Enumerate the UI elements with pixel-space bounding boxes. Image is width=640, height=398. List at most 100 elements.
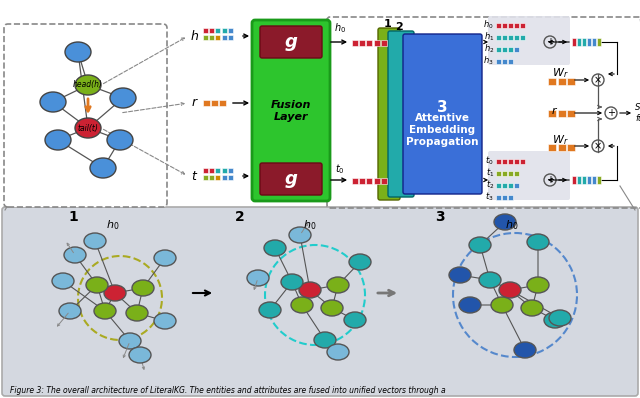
Bar	[514, 159, 519, 164]
Bar	[366, 40, 372, 46]
Bar	[502, 35, 507, 40]
Text: Figure 3: The overall architecture of LiteralKG. The entities and attributes are: Figure 3: The overall architecture of Li…	[10, 386, 445, 395]
Bar	[548, 144, 556, 151]
Text: $h_0$: $h_0$	[334, 21, 346, 35]
Bar	[502, 171, 507, 176]
Ellipse shape	[40, 92, 66, 112]
Bar	[203, 168, 208, 173]
Bar	[216, 28, 220, 33]
Bar	[216, 168, 220, 173]
Ellipse shape	[327, 277, 349, 293]
Ellipse shape	[94, 303, 116, 319]
Ellipse shape	[549, 310, 571, 326]
Bar	[572, 176, 576, 184]
Ellipse shape	[86, 277, 108, 293]
Bar	[548, 110, 556, 117]
Bar	[582, 38, 586, 46]
Ellipse shape	[75, 75, 101, 95]
Bar	[216, 175, 220, 180]
Bar	[572, 38, 576, 46]
Bar	[381, 178, 387, 184]
Text: $h_0$: $h_0$	[483, 19, 494, 31]
FancyBboxPatch shape	[260, 26, 322, 58]
Bar	[514, 23, 519, 28]
Ellipse shape	[107, 130, 133, 150]
Bar	[502, 47, 507, 52]
FancyBboxPatch shape	[378, 28, 400, 200]
Text: $h_2$: $h_2$	[484, 43, 494, 55]
Text: Fusion
Layer: Fusion Layer	[271, 100, 311, 122]
Bar	[557, 110, 566, 117]
Ellipse shape	[289, 227, 311, 243]
Ellipse shape	[259, 302, 281, 318]
Ellipse shape	[349, 254, 371, 270]
Bar	[221, 35, 227, 40]
Ellipse shape	[514, 342, 536, 358]
Text: $t_3$: $t_3$	[485, 191, 494, 203]
Bar	[352, 40, 358, 46]
Bar	[514, 47, 519, 52]
Text: 1: 1	[68, 210, 77, 224]
Bar	[508, 171, 513, 176]
Ellipse shape	[469, 237, 491, 253]
Ellipse shape	[264, 240, 286, 256]
Bar	[352, 178, 358, 184]
Bar	[587, 176, 591, 184]
Bar	[508, 183, 513, 188]
Ellipse shape	[90, 158, 116, 178]
Bar	[228, 28, 233, 33]
Bar	[496, 171, 501, 176]
Bar	[502, 183, 507, 188]
Bar	[221, 168, 227, 173]
Bar	[496, 183, 501, 188]
Bar	[220, 100, 227, 106]
Bar	[496, 59, 501, 64]
Ellipse shape	[491, 297, 513, 313]
Bar	[209, 168, 214, 173]
Bar	[209, 35, 214, 40]
Bar	[592, 38, 596, 46]
Bar	[557, 78, 566, 85]
Text: $t_0$: $t_0$	[335, 162, 345, 176]
Text: $h_0$: $h_0$	[506, 218, 518, 232]
Bar	[520, 23, 525, 28]
Bar	[557, 144, 566, 151]
Bar	[508, 35, 513, 40]
Ellipse shape	[132, 280, 154, 296]
Bar	[203, 100, 210, 106]
Bar	[514, 35, 519, 40]
Bar	[203, 35, 208, 40]
Text: +: +	[546, 37, 554, 47]
Ellipse shape	[527, 277, 549, 293]
Bar	[228, 35, 233, 40]
Text: $r$: $r$	[552, 105, 559, 115]
Text: $W_r$: $W_r$	[552, 66, 568, 80]
Text: 2: 2	[395, 22, 403, 32]
Bar	[366, 178, 372, 184]
Text: $t_0$: $t_0$	[485, 155, 494, 167]
Ellipse shape	[299, 282, 321, 298]
Text: Scoring
function: Scoring function	[635, 103, 640, 123]
FancyBboxPatch shape	[252, 20, 330, 201]
Bar	[577, 38, 581, 46]
Bar	[228, 175, 233, 180]
Text: $h_1$: $h_1$	[484, 31, 494, 43]
Ellipse shape	[84, 233, 106, 249]
Text: $h_0$: $h_0$	[106, 218, 120, 232]
Bar	[567, 78, 575, 85]
Ellipse shape	[314, 332, 336, 348]
FancyBboxPatch shape	[403, 34, 482, 194]
Text: g: g	[285, 33, 298, 51]
Ellipse shape	[154, 250, 176, 266]
Text: ×: ×	[594, 75, 602, 85]
Ellipse shape	[129, 347, 151, 363]
Text: $r$: $r$	[191, 96, 199, 109]
Ellipse shape	[126, 305, 148, 321]
Ellipse shape	[544, 312, 566, 328]
Ellipse shape	[65, 42, 91, 62]
Text: 1: 1	[384, 19, 392, 29]
Bar	[359, 178, 365, 184]
Bar	[508, 23, 513, 28]
Bar	[209, 175, 214, 180]
Bar	[496, 47, 501, 52]
